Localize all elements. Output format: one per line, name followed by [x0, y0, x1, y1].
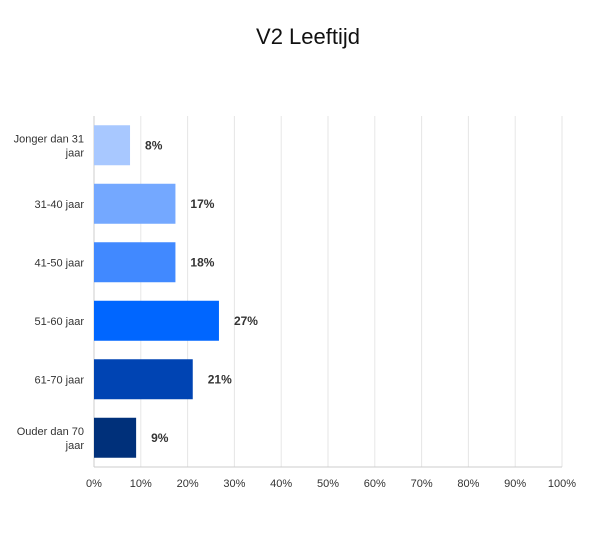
bar — [94, 242, 176, 283]
category-label: 41-50 jaar — [34, 257, 84, 269]
x-tick-label: 70% — [411, 478, 433, 490]
category-label: Ouder dan 70 jaar — [17, 426, 85, 452]
x-tick-label: 90% — [504, 478, 526, 490]
category-label: 51-60 jaar — [34, 316, 84, 328]
bar — [94, 300, 219, 341]
x-tick-label: 50% — [317, 478, 339, 490]
x-tick-label: 10% — [130, 478, 152, 490]
bar-value-label: 8% — [145, 138, 163, 152]
bar — [94, 125, 131, 166]
bar — [94, 183, 176, 224]
bar-value-label: 18% — [190, 255, 214, 269]
bar-value-label: 21% — [208, 372, 232, 386]
x-tick-label: 60% — [364, 478, 386, 490]
x-tick-label: 80% — [457, 478, 479, 490]
bar — [94, 417, 137, 458]
x-tick-label: 100% — [548, 478, 576, 490]
chart-title: V2 Leeftijd — [256, 24, 360, 49]
bar — [94, 359, 193, 400]
bar-value-label: 27% — [234, 314, 258, 328]
x-tick-label: 40% — [270, 478, 292, 490]
bar-value-label: 9% — [151, 431, 169, 445]
x-tick-label: 20% — [177, 478, 199, 490]
category-label: 61-70 jaar — [34, 374, 84, 386]
category-label: Jonger dan 31 jaar — [14, 133, 85, 159]
x-tick-label: 0% — [86, 478, 102, 490]
category-label: 31-40 jaar — [34, 199, 84, 211]
x-tick-label: 30% — [223, 478, 245, 490]
bar-value-label: 17% — [190, 197, 214, 211]
